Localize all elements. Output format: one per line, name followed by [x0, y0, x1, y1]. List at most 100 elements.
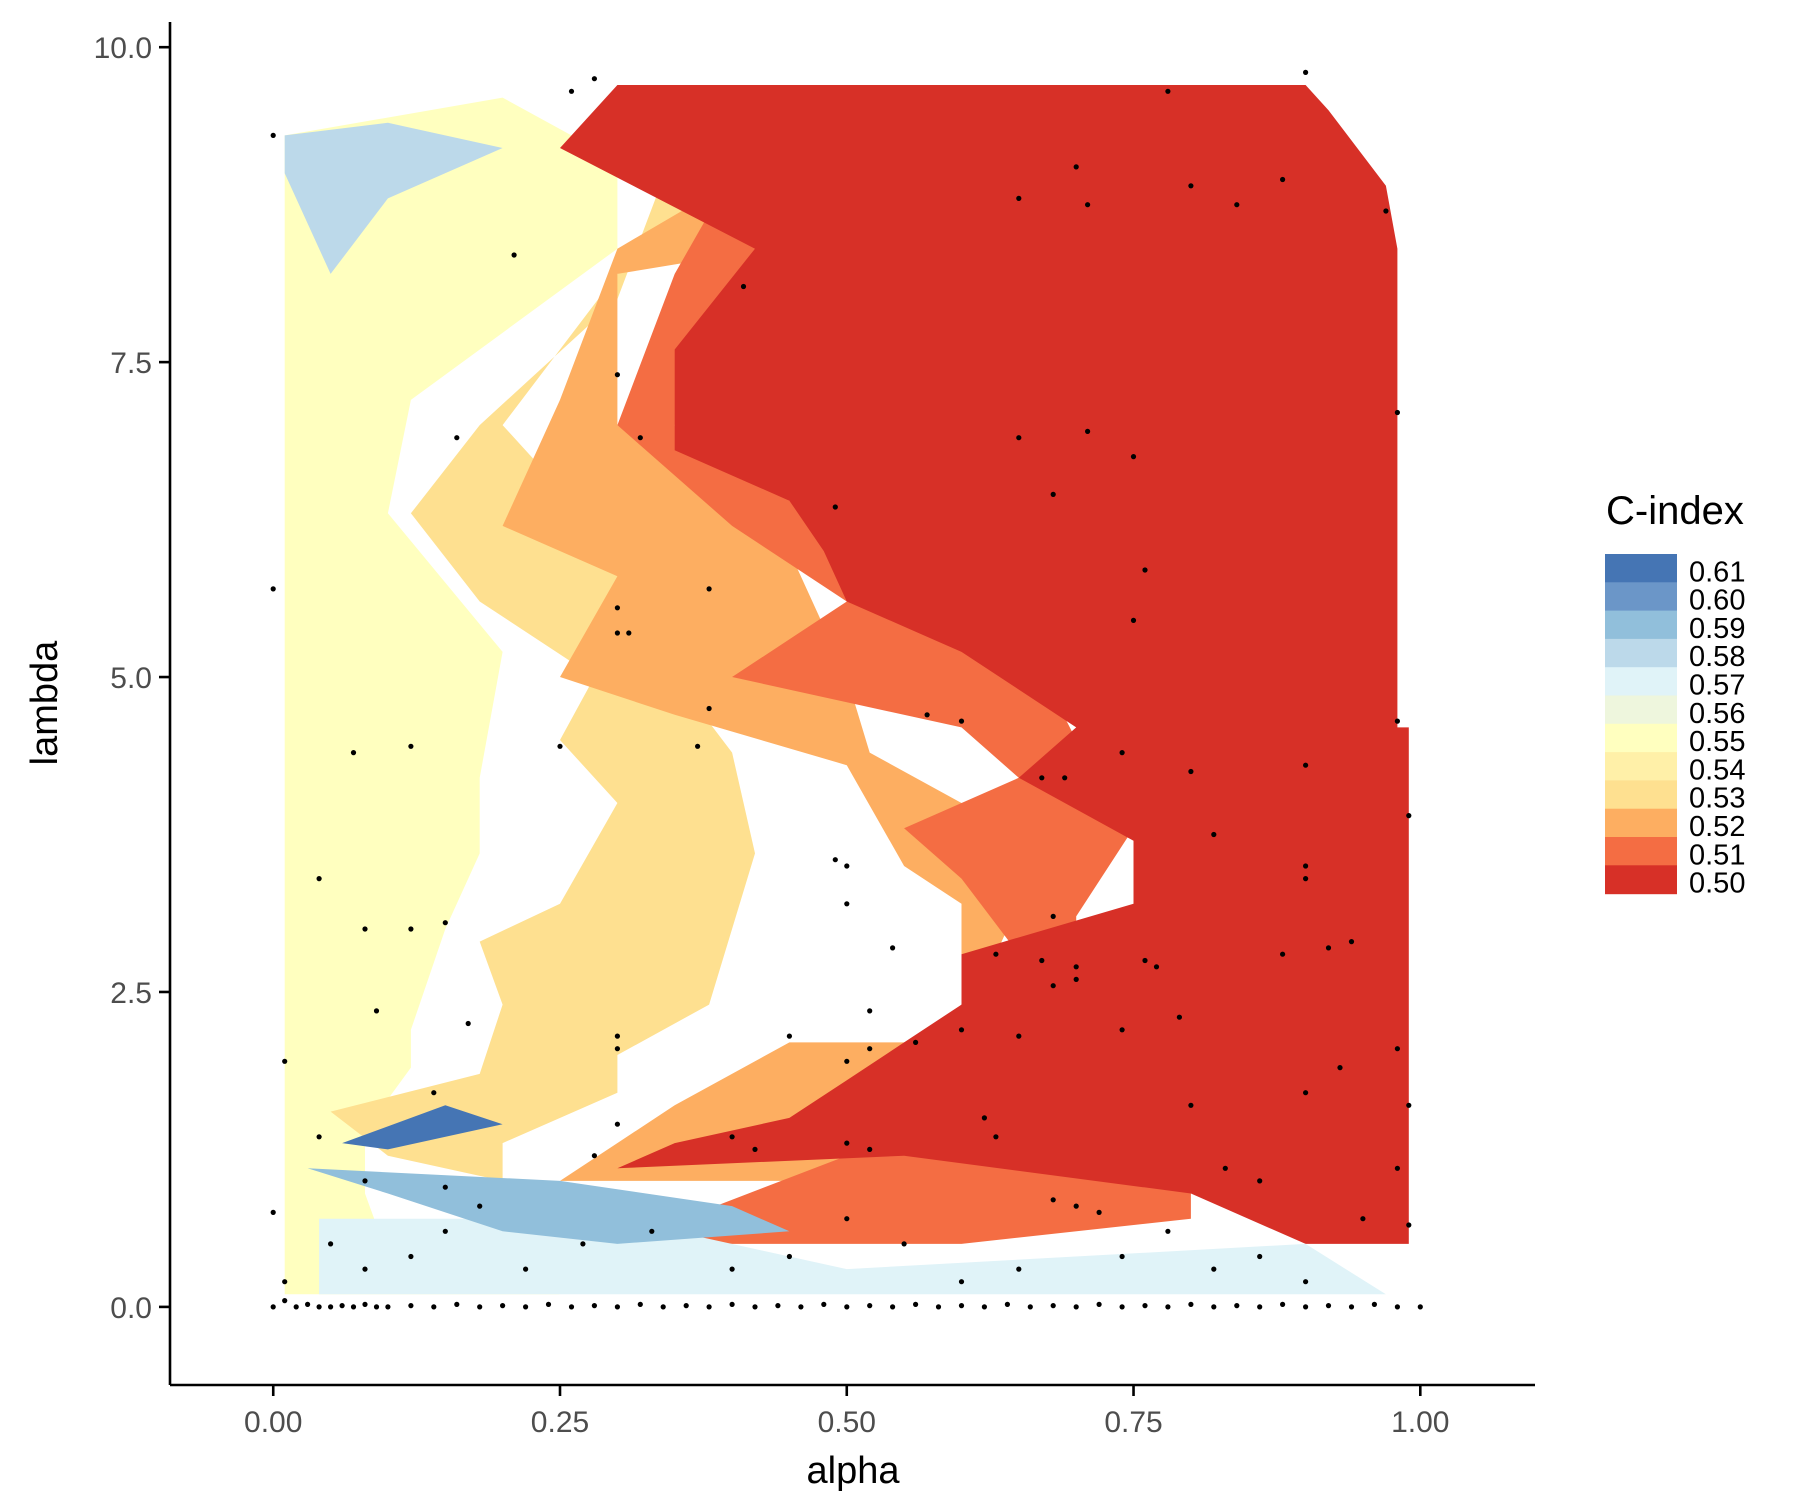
- scatter-point: [1004, 1301, 1011, 1307]
- scatter-point: [1257, 1178, 1263, 1184]
- scatter-point: [1119, 1027, 1125, 1033]
- scatter-point: [1165, 1228, 1171, 1234]
- scatter-point: [454, 1301, 460, 1307]
- scatter-point: [1257, 1253, 1263, 1260]
- x-tick-label: 0.25: [531, 1406, 589, 1439]
- scatter-point: [1188, 183, 1194, 189]
- scatter-point: [362, 1178, 368, 1184]
- scatter-point: [706, 705, 712, 712]
- scatter-point: [1280, 176, 1286, 183]
- plot-area: [270, 69, 1423, 1310]
- scatter-point: [1383, 208, 1389, 214]
- scatter-point: [442, 1184, 448, 1190]
- scatter-point: [523, 1304, 529, 1310]
- scatter-point: [1085, 428, 1091, 434]
- scatter-point: [511, 252, 517, 258]
- scatter-point: [408, 926, 414, 932]
- scatter-point: [958, 1279, 965, 1285]
- legend-label: 0.52: [1689, 811, 1745, 843]
- scatter-point: [270, 586, 276, 592]
- scatter-point: [867, 1303, 873, 1309]
- scatter-point: [1234, 202, 1240, 208]
- scatter-point: [614, 605, 621, 611]
- scatter-point: [614, 1121, 621, 1127]
- scatter-point: [614, 372, 621, 378]
- scatter-point: [1096, 1209, 1102, 1215]
- legend-label: 0.50: [1689, 868, 1745, 900]
- scatter-point: [1211, 1304, 1217, 1310]
- scatter-point: [1211, 1266, 1217, 1272]
- x-ticks: 0.00 0.25 0.50 0.75 1.00: [244, 1385, 1449, 1439]
- legend-key-0.60: [1605, 582, 1677, 612]
- legend-label: 0.55: [1689, 726, 1745, 758]
- scatter-point: [1280, 951, 1286, 957]
- contour-band-0.50: [560, 85, 1409, 1244]
- scatter-point: [683, 1303, 689, 1309]
- scatter-point: [913, 1301, 919, 1307]
- legend-key-0.55: [1605, 723, 1677, 753]
- scatter-point: [362, 1301, 368, 1307]
- scatter-point: [1119, 750, 1125, 756]
- legend-key-0.50: [1605, 865, 1677, 895]
- scatter-point: [1360, 1216, 1366, 1222]
- scatter-point: [270, 1209, 276, 1215]
- scatter-point: [729, 1134, 735, 1140]
- scatter-point: [706, 586, 712, 592]
- scatter-point: [1303, 69, 1309, 75]
- scatter-point: [1050, 913, 1056, 920]
- scatter-point: [832, 504, 838, 510]
- scatter-point: [1303, 1304, 1309, 1310]
- scatter-point: [1027, 1304, 1033, 1310]
- scatter-point: [1303, 1090, 1309, 1096]
- legend-key-0.59: [1605, 610, 1677, 640]
- y-axis-title: lambda: [24, 640, 66, 765]
- scatter-point: [293, 1304, 299, 1310]
- legend-key-0.54: [1605, 752, 1677, 781]
- legend-key-0.51: [1605, 837, 1677, 866]
- axes: 0.00 0.25 0.50 0.75 1.00 0.0 2.5 5.0 7.5 10.0: [94, 22, 1535, 1439]
- scatter-point: [1039, 775, 1045, 781]
- scatter-point: [1130, 617, 1137, 624]
- scatter-point: [1073, 164, 1079, 170]
- scatter-point: [1039, 957, 1045, 964]
- scatter-point: [523, 1266, 529, 1272]
- legend-label: 0.51: [1689, 839, 1745, 871]
- scatter-point: [282, 1298, 288, 1304]
- scatter-point: [1165, 1304, 1171, 1310]
- scatter-point: [1073, 964, 1079, 970]
- scatter-point: [305, 1301, 311, 1307]
- scatter-point: [821, 1301, 827, 1307]
- scatter-point: [798, 1304, 804, 1310]
- scatter-point: [1142, 567, 1148, 573]
- scatter-point: [270, 132, 276, 138]
- scatter-point: [362, 926, 368, 932]
- scatter-point: [637, 435, 643, 441]
- scatter-point: [844, 901, 850, 907]
- scatter-point: [844, 1216, 850, 1222]
- legend-label: 0.53: [1689, 783, 1745, 815]
- scatter-point: [729, 1266, 735, 1272]
- scatter-point: [729, 1301, 735, 1307]
- scatter-points: [270, 69, 1423, 1310]
- scatter-point: [1016, 1266, 1022, 1272]
- scatter-point: [408, 1253, 414, 1260]
- scatter-point: [1222, 1165, 1228, 1171]
- scatter-point: [844, 863, 850, 869]
- scatter-point: [935, 1304, 942, 1310]
- x-tick-label: 1.00: [1391, 1406, 1449, 1439]
- scatter-point: [706, 1304, 712, 1310]
- scatter-point: [442, 920, 448, 926]
- scatter-point: [1406, 1102, 1412, 1108]
- scatter-point: [867, 1008, 873, 1014]
- scatter-point: [1073, 976, 1079, 983]
- scatter-point: [1153, 964, 1160, 970]
- scatter-point: [1073, 1203, 1079, 1209]
- y-tick-label: 5.0: [110, 662, 152, 695]
- scatter-point: [1142, 957, 1148, 964]
- scatter-point: [1394, 409, 1400, 416]
- legend-keys: 0.610.600.590.580.570.560.550.540.530.52…: [1605, 554, 1745, 900]
- scatter-point: [1130, 454, 1137, 460]
- scatter-point: [890, 1304, 896, 1310]
- scatter-point: [1280, 1301, 1286, 1307]
